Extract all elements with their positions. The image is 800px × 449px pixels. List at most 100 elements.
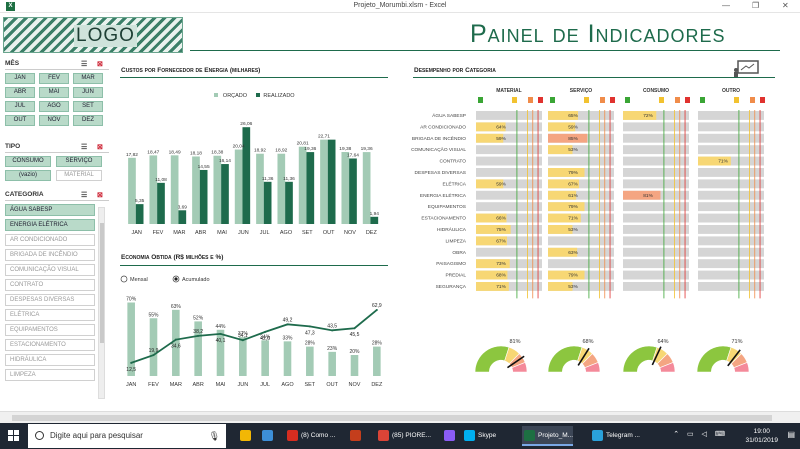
clear-filter-icon[interactable]: ⊠ — [97, 144, 103, 151]
line-point — [241, 339, 244, 342]
x-tick-label: JUL — [260, 230, 270, 236]
row-label: ELÉTRICA — [443, 180, 467, 187]
clock[interactable]: 19:00 31/01/2019 — [745, 427, 778, 445]
taskbar-pinned-app[interactable] — [238, 426, 254, 446]
row-label: AR CONDICIONADO — [420, 124, 466, 130]
multiselect-icon[interactable]: ☰ — [81, 192, 88, 199]
slicer-mes-ago[interactable]: AGO — [39, 101, 69, 112]
cell-value: 71% — [496, 284, 506, 290]
slicer-mes-mar[interactable]: MAR — [73, 73, 103, 84]
logo-text: LOGO — [74, 25, 137, 47]
microphone-icon[interactable]: 🎙 — [208, 431, 220, 441]
restore-button[interactable]: ❐ — [752, 1, 760, 10]
slicer-tipo--vazio-[interactable]: (vazio) — [5, 170, 51, 181]
gauge-needle — [727, 349, 741, 367]
slicer-categoria-limpeza[interactable]: LIMPEZA — [5, 369, 95, 381]
taskbar-app[interactable]: (8) Como ... — [285, 426, 335, 446]
cell-background — [698, 190, 764, 200]
cell-bar — [476, 179, 504, 189]
taskbar-search[interactable]: Digite aqui para pesquisar 🎙 — [28, 424, 226, 448]
slicer-mes-fev[interactable]: FEV — [39, 73, 69, 84]
slicer-scrollbar[interactable] — [98, 207, 105, 399]
taskbar-app[interactable]: Skype — [462, 426, 496, 446]
slicer-categoria-brigada-de-incêndio[interactable]: BRIGADA DE INCÊNDIO — [5, 249, 95, 261]
presentation-icon[interactable] — [732, 60, 760, 78]
slicer-categoria-comunicação-visual[interactable]: COMUNICAÇÃO VISUAL — [5, 264, 95, 276]
gauge-value: 64% — [657, 339, 668, 345]
slicer-mes-nov[interactable]: NOV — [39, 115, 69, 126]
slicer-mes-out[interactable]: OUT — [5, 115, 35, 126]
slicer-categoria-hidráulica[interactable]: HIDRÁULICA — [5, 354, 95, 366]
cell-bar — [548, 202, 585, 212]
x-tick-label: NOV — [344, 230, 356, 236]
notifications-icon[interactable]: ▤ — [787, 430, 795, 439]
cell-background — [698, 213, 764, 223]
data-label-orcado: 18,92 — [254, 148, 266, 154]
gauge-value: 81% — [509, 339, 520, 345]
slicer-tipo-serviço[interactable]: SERVIÇO — [56, 156, 102, 167]
row-label: HIDRÁULICA — [437, 226, 467, 233]
x-tick-label: OUT — [323, 230, 335, 236]
taskbar-pinned-app[interactable] — [260, 426, 276, 446]
cell-background — [476, 156, 542, 166]
slicer-categoria-elétrica[interactable]: ELÉTRICA — [5, 309, 95, 321]
cell-value: 85% — [568, 136, 578, 142]
data-label-valor: 45,5 — [350, 332, 360, 338]
x-tick-label: MAI — [217, 230, 227, 236]
close-button[interactable]: ✕ — [782, 1, 789, 10]
multiselect-icon[interactable]: ☰ — [81, 144, 88, 151]
slicer-mes-jan[interactable]: JAN — [5, 73, 35, 84]
clear-filter-icon[interactable]: ⊠ — [97, 192, 103, 199]
slicer-mes-dez[interactable]: DEZ — [73, 115, 103, 126]
taskbar-app[interactable] — [348, 426, 364, 446]
slicer-categoria-ar-condicionado[interactable]: AR CONDICIONADO — [5, 234, 95, 246]
data-label-orcado: 17,82 — [126, 152, 138, 158]
gauge-needle — [651, 346, 662, 366]
data-label-valor: 34,6 — [171, 344, 181, 350]
system-tray-icons[interactable]: ⌃ ▭ ◁ ⌨ — [673, 431, 728, 438]
cell-background — [698, 259, 764, 269]
slicer-mes-abr[interactable]: ABR — [5, 87, 35, 98]
slicer-mes-set[interactable]: SET — [73, 101, 103, 112]
x-tick-label: AGO — [280, 230, 293, 236]
cell-background — [476, 247, 542, 257]
slicer-tipo-consumo[interactable]: CONSUMO — [5, 156, 51, 167]
gauge-segment — [584, 362, 601, 373]
slicer-categoria-contrato[interactable]: CONTRATO — [5, 279, 95, 291]
slicer-categoria-estacionamento[interactable]: ESTACIONAMENTO — [5, 339, 95, 351]
flag-icon — [659, 97, 664, 103]
bar-economia-pct — [350, 355, 359, 376]
bar-realizado — [221, 164, 229, 224]
bar-realizado — [370, 216, 379, 224]
cell-value: 71% — [568, 216, 578, 222]
data-label-valor: 40,1 — [216, 338, 226, 344]
x-tick-label: JAN — [131, 230, 141, 236]
slicer-mes-jul[interactable]: JUL — [5, 101, 35, 112]
cell-background — [476, 213, 542, 223]
taskbar-app[interactable]: (85) PIORE... — [376, 426, 431, 446]
cell-background — [698, 236, 764, 246]
slicer-categoria-equipamentos[interactable]: EQUIPAMENTOS — [5, 324, 95, 336]
slicer-categoria-água-sabesp[interactable]: ÁGUA SABESP — [5, 204, 95, 216]
slicer-mes-mai[interactable]: MAI — [39, 87, 69, 98]
clear-filter-icon[interactable]: ⊠ — [97, 61, 103, 68]
multiselect-icon[interactable]: ☰ — [81, 61, 88, 68]
bar-economia-pct — [373, 346, 381, 376]
slicer-mes-jun[interactable]: JUN — [73, 87, 103, 98]
cell-background — [698, 247, 764, 257]
taskbar-app[interactable]: Telegram ... — [590, 426, 640, 446]
cell-bar — [548, 213, 581, 223]
taskbar-app[interactable]: Projeto_M... — [522, 426, 574, 446]
cell-background — [548, 156, 614, 166]
slicer-categoria-despesas-diversas[interactable]: DESPESAS DIVERSAS — [5, 294, 95, 306]
line-point — [353, 327, 356, 330]
bar-realizado — [263, 181, 272, 224]
slicer-categoria-energia-elétrica[interactable]: ENERGIA ELÉTRICA — [5, 219, 95, 231]
taskbar-app[interactable] — [442, 426, 458, 446]
minimize-button[interactable]: — — [722, 1, 730, 10]
slicer-tipo-material[interactable]: MATERIAL — [56, 170, 102, 181]
row-label: COMUNICAÇÃO VISUAL — [411, 146, 466, 153]
windows-start-icon[interactable] — [8, 430, 20, 442]
horizontal-scrollbar[interactable] — [0, 411, 800, 423]
data-label-realizado: 11,08 — [155, 177, 167, 183]
